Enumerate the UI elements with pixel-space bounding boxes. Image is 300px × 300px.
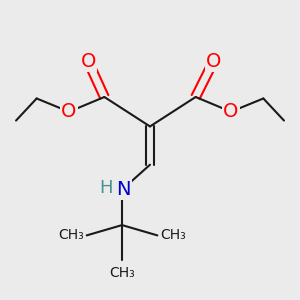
Text: O: O xyxy=(61,102,77,121)
Text: O: O xyxy=(223,102,239,121)
Text: N: N xyxy=(116,180,131,199)
Text: O: O xyxy=(80,52,96,71)
Text: CH₃: CH₃ xyxy=(109,266,135,280)
Text: O: O xyxy=(206,52,221,71)
Text: CH₃: CH₃ xyxy=(58,228,84,242)
Text: H: H xyxy=(99,179,112,197)
Text: CH₃: CH₃ xyxy=(160,228,186,242)
